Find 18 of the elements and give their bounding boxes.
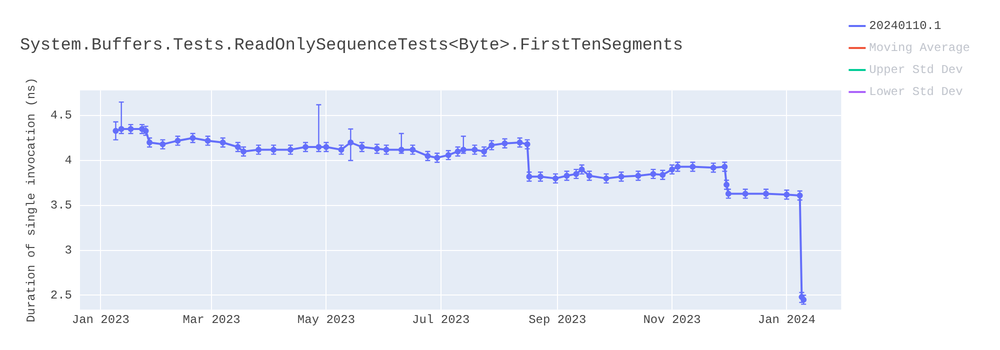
y-axis-title: Duration of single invocation (ns) [24, 78, 38, 322]
x-tick-label: Jan 2023 [72, 312, 130, 327]
legend-label: Moving Average [869, 41, 970, 56]
y-tick-label: 4 [64, 154, 72, 168]
chart-title: System.Buffers.Tests.ReadOnlySequenceTests<Byte>.FirstTenSegments [20, 36, 684, 56]
x-tick-label: Mar 2023 [182, 312, 240, 327]
y-tick-label: 3.5 [50, 198, 72, 213]
y-tick-label: 3 [64, 243, 72, 258]
legend-label: Upper Std Dev [869, 63, 963, 78]
x-tick-label: Nov 2023 [643, 312, 701, 327]
x-tick-label: Jan 2024 [758, 312, 816, 327]
x-tick-label: May 2023 [297, 312, 356, 327]
x-tick-label: Sep 2023 [528, 312, 586, 327]
y-tick-label: 2.5 [50, 288, 72, 302]
x-tick-label: Jul 2023 [412, 312, 470, 327]
legend-label: 20240110.1 [869, 19, 942, 34]
y-tick-label: 4.5 [50, 108, 72, 123]
legend-label: Lower Std Dev [869, 85, 963, 100]
